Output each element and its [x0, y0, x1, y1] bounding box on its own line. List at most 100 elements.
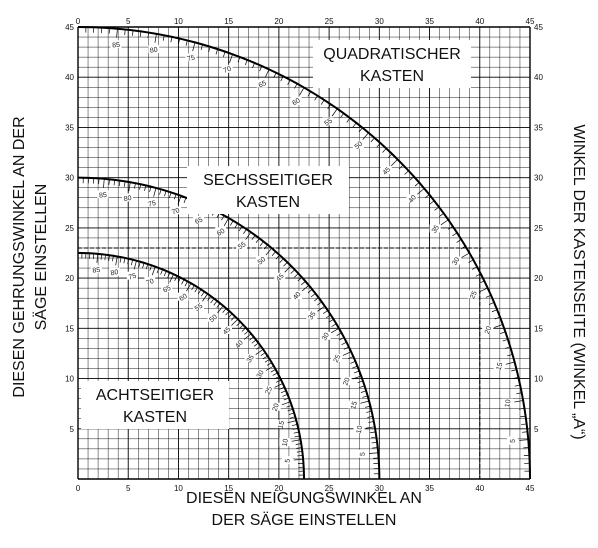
arc-hatch-mark — [276, 379, 282, 383]
angle-label-bg — [482, 325, 494, 334]
arc-hatch-mark — [297, 455, 303, 457]
arc-hatch-mark — [108, 255, 110, 261]
angle-label: 85 — [92, 267, 100, 275]
arc-hatch-mark — [325, 314, 331, 319]
arc-hatch-mark — [169, 192, 172, 198]
arc-hatch-mark — [263, 244, 268, 250]
arc-hatch-mark — [370, 436, 377, 439]
arc-hatch-mark — [222, 308, 227, 313]
arc-hatch-mark — [241, 327, 247, 332]
arc-hatch-mark — [330, 328, 340, 334]
arc-hatch-mark — [327, 104, 332, 110]
arc-hatch-mark — [343, 346, 349, 350]
arc-hatch-mark — [225, 310, 230, 316]
arc-hatch-mark — [439, 213, 444, 217]
arc-hatch-mark — [208, 46, 211, 53]
arc-hatch-mark — [341, 341, 347, 346]
x-tick-label-bottom: 40 — [475, 484, 484, 493]
angle-label: 65 — [258, 80, 268, 90]
x-tick-label-bottom: 25 — [325, 484, 334, 493]
arc-hatch-mark — [287, 408, 294, 412]
arc-hatch-mark — [244, 59, 248, 66]
angle-label: 5 — [285, 458, 292, 463]
arc-hatch-mark — [475, 273, 481, 277]
angle-label-bg — [220, 326, 232, 335]
y-tick-label-right: 20 — [534, 274, 543, 283]
arc-hatch-mark — [271, 251, 276, 256]
angle-label: 85 — [99, 192, 107, 200]
arc-hatch-mark — [360, 400, 370, 404]
arc-hatch-mark — [154, 33, 157, 43]
angle-label: 65 — [162, 285, 172, 295]
angle-label-bg — [90, 265, 102, 274]
arc-hatch-mark — [202, 293, 208, 302]
angle-label: 60 — [216, 228, 226, 238]
angle-label-bg — [193, 215, 205, 224]
arc-hatch-mark — [434, 206, 440, 211]
y-tick-label-left: 45 — [65, 23, 74, 32]
arc-hatch-mark — [279, 386, 285, 390]
y-tick-label-right: 40 — [534, 73, 543, 82]
arc-hatch-mark — [520, 415, 526, 418]
arc-hatch-mark — [507, 354, 513, 357]
angle-label-bg — [122, 193, 134, 202]
arc-hatch-mark — [358, 127, 363, 133]
arc-hatch-mark — [221, 215, 225, 221]
arc-hatch-mark — [139, 31, 142, 37]
x-tick-label-bottom: 45 — [526, 484, 535, 493]
angle-label-bg — [275, 420, 287, 429]
arc-hatch-mark — [294, 458, 304, 461]
series-label-box: QUADRATISCHER KASTEN — [313, 40, 471, 88]
arc-hatch-mark — [112, 255, 114, 262]
angle-label-bg — [146, 198, 158, 207]
arc-hatch-mark — [149, 265, 152, 271]
arc-hatch-mark — [370, 431, 376, 434]
arc-hatch-mark — [266, 362, 272, 366]
arc-hatch-mark — [200, 44, 203, 50]
arc-hatch-mark — [350, 360, 356, 364]
arc-hatch-mark — [518, 407, 525, 410]
angle-label-bg — [506, 436, 518, 445]
angle-label-bg — [236, 240, 248, 249]
x-tick-label-top: 40 — [475, 17, 484, 26]
arc-hatch-mark — [295, 443, 302, 445]
y-tick-label-left: 30 — [65, 174, 74, 183]
arc-hatch-mark — [131, 259, 134, 266]
angle-label: 30 — [256, 369, 266, 379]
arc-hatch-mark — [167, 272, 171, 278]
arc-hatch-mark — [500, 331, 506, 334]
arc-hatch-mark — [156, 267, 160, 274]
arc-hatch-mark — [133, 260, 137, 270]
y-tick-label-left: 20 — [65, 274, 74, 283]
arc-hatch-mark — [223, 217, 229, 227]
arc-hatch-mark — [183, 197, 187, 203]
angle-label: 50 — [354, 141, 365, 151]
angle-label-bg — [356, 449, 368, 458]
arc-hatch-mark — [494, 324, 503, 328]
arc-hatch-mark — [372, 447, 378, 449]
angle-label-bg — [291, 291, 303, 300]
x-tick-label-bottom: 10 — [174, 484, 183, 493]
arc-hatch-mark — [429, 200, 435, 205]
angle-label: 65 — [194, 216, 204, 226]
series-label-line: KASTEN — [360, 68, 424, 85]
arc-hatch-mark — [174, 275, 178, 281]
arc-hatch-mark — [113, 179, 116, 186]
arc-hatch-mark — [255, 349, 264, 355]
series-labels: ACHTSEITIGERKASTENSECHSSEITIGERKASTENQUA… — [81, 40, 471, 429]
angle-label: 60 — [178, 293, 188, 303]
series-label-box: SECHSSEITIGER KASTEN — [187, 166, 349, 214]
angle-label: 45 — [275, 273, 286, 284]
arc-hatch-mark — [294, 273, 299, 278]
arc-hatch-mark — [522, 431, 528, 433]
angle-label-bg — [319, 331, 331, 340]
angle-label: 75 — [186, 54, 195, 63]
arc-hatch-mark — [301, 285, 310, 292]
x-tick-label-bottom: 20 — [274, 484, 283, 493]
arc-hatch-mark — [371, 441, 378, 444]
arc-hatch-mark — [270, 369, 276, 373]
arc-hatch-mark — [123, 257, 126, 264]
arc-hatch-mark — [138, 261, 141, 268]
angle-label: 45 — [382, 166, 393, 177]
arc-hatch-mark — [370, 137, 375, 143]
